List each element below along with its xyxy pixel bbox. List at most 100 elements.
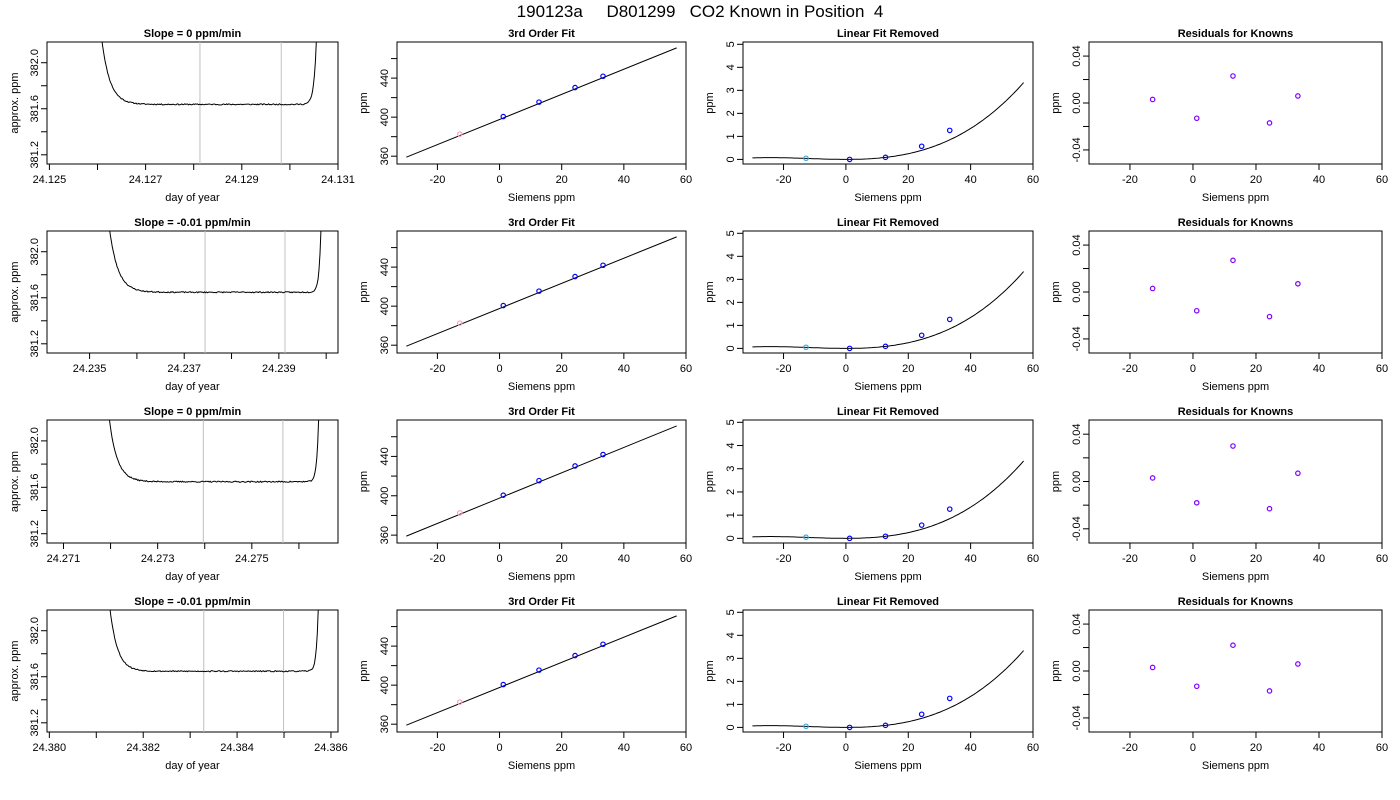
residual-curve bbox=[752, 271, 1024, 349]
data-point bbox=[918, 143, 925, 150]
data-point bbox=[536, 288, 542, 294]
y-tick-label: 2 bbox=[725, 299, 737, 305]
x-tick-label: 0 bbox=[843, 553, 849, 565]
plot-area bbox=[406, 47, 677, 158]
x-tick-label: 40 bbox=[965, 174, 977, 186]
data-point bbox=[536, 477, 542, 484]
panel-title: 3rd Order Fit bbox=[508, 217, 575, 229]
panel-title: Linear Fit Removed bbox=[837, 28, 939, 40]
panel-r1-c3: Linear Fit Removed -20 0 20 40 60 0 1 2 3 4 5 Siemen… bbox=[704, 28, 1039, 204]
plot-area bbox=[101, 42, 317, 164]
y-tick-label: 360 bbox=[379, 526, 391, 544]
data-point bbox=[1149, 475, 1156, 481]
y-tick-label: 4 bbox=[725, 253, 737, 259]
data-point bbox=[1230, 257, 1236, 264]
y-tick-label: 1 bbox=[725, 512, 737, 518]
y-tick-label: 1 bbox=[725, 133, 737, 139]
x-tick-label: -20 bbox=[429, 174, 445, 186]
panel-r2-c4: Residuals for Knowns -20 0 20 40 60 -0.04 0.00 0… bbox=[1050, 217, 1388, 393]
data-point bbox=[500, 492, 507, 498]
y-tick-label: 381.2 bbox=[29, 709, 41, 737]
x-tick-label: -20 bbox=[1122, 742, 1138, 754]
data-point bbox=[882, 533, 889, 540]
x-tick-label: 24.129 bbox=[225, 174, 259, 186]
data-point bbox=[1266, 505, 1273, 512]
x-tick-label: -20 bbox=[429, 363, 445, 375]
x-tick-label: 20 bbox=[556, 553, 568, 565]
panel-r3-c4: Residuals for Knowns -20 0 20 40 60 -0.04 0.00 0… bbox=[1050, 406, 1388, 583]
data-point bbox=[572, 652, 578, 659]
y-tick-label: 0 bbox=[725, 156, 737, 162]
panel-r1-c4: Residuals for Knowns -20 0 20 40 60 -0.04 0.00 0… bbox=[1050, 28, 1388, 204]
x-tick-label: -20 bbox=[776, 174, 792, 186]
data-point bbox=[846, 156, 853, 163]
y-tick-label: 3 bbox=[725, 655, 737, 661]
y-tick-label: 382.0 bbox=[29, 49, 41, 77]
residual-curve bbox=[752, 82, 1024, 160]
panel-r3-c3: Linear Fit Removed -20 0 20 40 60 0 1 2 3 4 5 Siemen… bbox=[704, 406, 1039, 583]
plot-area bbox=[406, 615, 677, 726]
y-tick-label: 0.00 bbox=[1071, 660, 1083, 681]
data-point bbox=[946, 506, 953, 512]
data-point bbox=[600, 73, 606, 80]
x-tick-label: 0 bbox=[843, 363, 849, 375]
plot-frame bbox=[396, 419, 687, 544]
y-tick-label: 2 bbox=[725, 489, 737, 495]
y-tick-label: 440 bbox=[379, 447, 391, 465]
data-point bbox=[803, 534, 809, 540]
data-point bbox=[1295, 93, 1301, 99]
data-point bbox=[882, 722, 889, 729]
x-tick-label: 0 bbox=[1190, 363, 1196, 375]
y-tick-label: 382.0 bbox=[29, 427, 41, 455]
x-tick-label: 20 bbox=[1250, 363, 1262, 375]
x-tick-label: 40 bbox=[1313, 363, 1325, 375]
x-tick-label: 24.239 bbox=[262, 363, 296, 375]
panel-title: Linear Fit Removed bbox=[837, 596, 939, 608]
y-tick-label: 400 bbox=[379, 297, 391, 315]
plot-frame bbox=[742, 419, 1034, 544]
plot-area bbox=[752, 271, 1024, 352]
plot-frame bbox=[742, 230, 1034, 354]
panel-title: Residuals for Knowns bbox=[1178, 217, 1294, 229]
x-tick-label: 24.384 bbox=[220, 742, 254, 754]
x-tick-label: 20 bbox=[556, 363, 568, 375]
data-point bbox=[803, 344, 809, 351]
y-axis-label: approx. ppm bbox=[9, 72, 21, 133]
x-tick-label: 60 bbox=[1376, 363, 1388, 375]
y-tick-label: 3 bbox=[725, 87, 737, 93]
y-tick-label: 0 bbox=[725, 724, 737, 730]
y-tick-label: 382.0 bbox=[29, 617, 41, 645]
y-tick-label: 0.00 bbox=[1071, 281, 1083, 302]
x-tick-label: 40 bbox=[1313, 174, 1325, 186]
y-tick-label: 381.2 bbox=[29, 330, 41, 358]
data-point bbox=[500, 302, 507, 309]
plot-area bbox=[108, 420, 320, 543]
data-point bbox=[846, 345, 853, 352]
x-tick-label: -20 bbox=[429, 742, 445, 754]
plot-area bbox=[109, 610, 319, 732]
y-axis-label: approx. ppm bbox=[9, 261, 21, 322]
x-tick-label: 60 bbox=[1027, 742, 1039, 754]
data-point bbox=[1295, 280, 1301, 287]
x-tick-label: 40 bbox=[618, 174, 630, 186]
x-tick-label: 24.271 bbox=[47, 553, 81, 565]
x-axis-label: Siemens ppm bbox=[508, 571, 575, 583]
x-tick-label: -20 bbox=[776, 363, 792, 375]
plot-area bbox=[406, 236, 677, 347]
y-tick-label: 3 bbox=[725, 276, 737, 282]
x-axis-label: Siemens ppm bbox=[1202, 381, 1269, 393]
x-tick-label: 20 bbox=[1250, 553, 1262, 565]
x-tick-label: 60 bbox=[1376, 174, 1388, 186]
y-tick-label: 382.0 bbox=[29, 238, 41, 266]
data-point bbox=[1193, 683, 1200, 690]
y-tick-label: 5 bbox=[725, 230, 737, 236]
x-tick-label: 0 bbox=[496, 174, 502, 186]
plot-frame bbox=[46, 419, 339, 544]
data-point bbox=[946, 127, 953, 134]
plot-frame bbox=[46, 230, 339, 354]
data-point bbox=[456, 320, 463, 326]
data-point bbox=[882, 154, 889, 161]
x-tick-label: 40 bbox=[618, 553, 630, 565]
y-tick-label: 440 bbox=[379, 69, 391, 87]
x-tick-label: 0 bbox=[843, 174, 849, 186]
